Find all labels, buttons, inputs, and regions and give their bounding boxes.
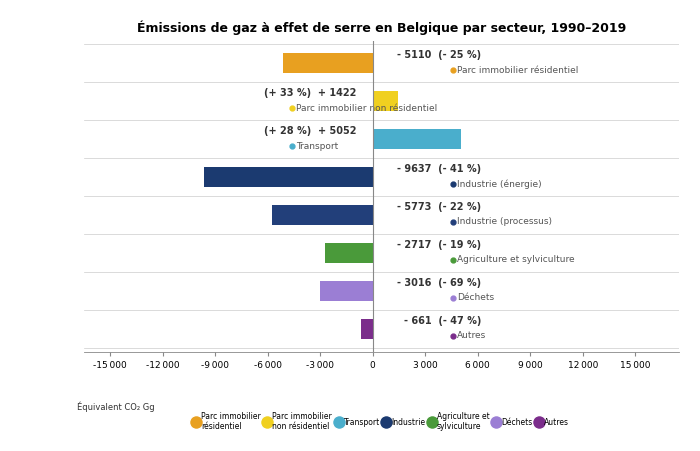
Text: - 3016  (- 69 %): - 3016 (- 69 %) <box>397 278 482 288</box>
Bar <box>204 167 372 187</box>
Text: Agriculture et sylviculture: Agriculture et sylviculture <box>456 255 575 264</box>
Legend: Parc immobilier
résidentiel, Parc immobilier
non résidentiel, Transport, Industr: Parc immobilier résidentiel, Parc immobi… <box>195 412 568 431</box>
Text: - 661  (- 47 %): - 661 (- 47 %) <box>404 316 482 326</box>
Text: - 5773  (- 22 %): - 5773 (- 22 %) <box>397 202 482 212</box>
Text: Industrie (processus): Industrie (processus) <box>456 217 552 226</box>
Text: Transport: Transport <box>295 142 338 151</box>
Title: Émissions de gaz à effet de serre en Belgique par secteur, 1990–2019: Émissions de gaz à effet de serre en Bel… <box>137 21 626 35</box>
Bar <box>326 243 372 263</box>
Text: - 9637  (- 41 %): - 9637 (- 41 %) <box>397 164 482 174</box>
Text: Autres: Autres <box>456 331 486 341</box>
Bar <box>272 205 372 225</box>
Text: Industrie (énergie): Industrie (énergie) <box>456 179 541 189</box>
Bar <box>372 92 398 111</box>
Text: Parc immobilier résidentiel: Parc immobilier résidentiel <box>456 66 578 75</box>
Bar <box>320 281 372 301</box>
Text: Parc immobilier non résidentiel: Parc immobilier non résidentiel <box>295 104 437 113</box>
Text: - 5110  (- 25 %): - 5110 (- 25 %) <box>397 50 482 60</box>
Bar <box>361 319 372 339</box>
Text: - 2717  (- 19 %): - 2717 (- 19 %) <box>397 240 482 250</box>
Text: Équivalent CO₂ Gg: Équivalent CO₂ Gg <box>77 402 155 412</box>
Bar <box>284 54 372 73</box>
Text: (+ 28 %)  + 5052: (+ 28 %) + 5052 <box>265 126 357 136</box>
Bar <box>372 129 461 149</box>
Text: Déchets: Déchets <box>456 294 494 302</box>
Text: (+ 33 %)  + 1422: (+ 33 %) + 1422 <box>265 88 356 98</box>
